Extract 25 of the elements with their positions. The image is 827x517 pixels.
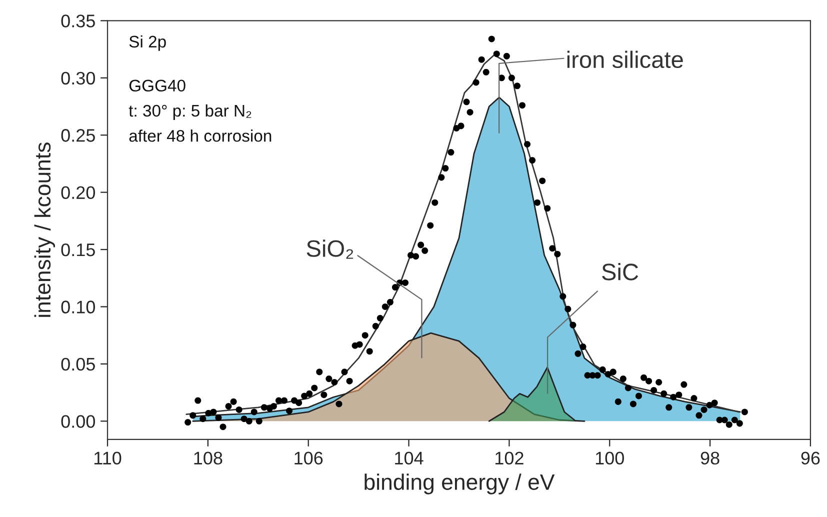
x-axis-title: binding energy / eV bbox=[364, 474, 555, 494]
y-tick-label: 0.10 bbox=[61, 300, 95, 314]
annotation: GGG40 bbox=[129, 80, 186, 92]
x-tick-label: 96 bbox=[801, 452, 820, 465]
y-tick-label: 0.15 bbox=[61, 243, 95, 256]
x-tick-label: 98 bbox=[700, 452, 720, 465]
x-tick-label: 100 bbox=[596, 452, 624, 465]
y-tick-label: 0.35 bbox=[61, 14, 95, 28]
y-tick-label: 0.00 bbox=[61, 415, 95, 428]
y-tick-label: 0.25 bbox=[61, 129, 95, 142]
annotation: after 48 h corrosion bbox=[129, 130, 272, 142]
annotation: t: 30° p: 5 bar N₂ bbox=[128, 104, 252, 120]
x-tick-label: 106 bbox=[294, 452, 323, 465]
y-tick-label: 0.20 bbox=[61, 186, 95, 200]
annotation: iron silicate bbox=[567, 50, 683, 68]
x-tick-label: 108 bbox=[194, 452, 222, 465]
annotation: SiC bbox=[602, 263, 638, 280]
annotation: Si 2p bbox=[129, 35, 166, 51]
x-tick-label: 110 bbox=[94, 452, 122, 465]
x-tick-label: 102 bbox=[496, 452, 524, 465]
y-tick-label: 0.05 bbox=[61, 358, 95, 371]
x-tick-label: 104 bbox=[395, 452, 424, 465]
y-axis-title: intensity / kcounts bbox=[34, 142, 56, 317]
y-tick-label: 0.30 bbox=[61, 72, 95, 85]
annotation: SiO₂ bbox=[306, 240, 354, 259]
